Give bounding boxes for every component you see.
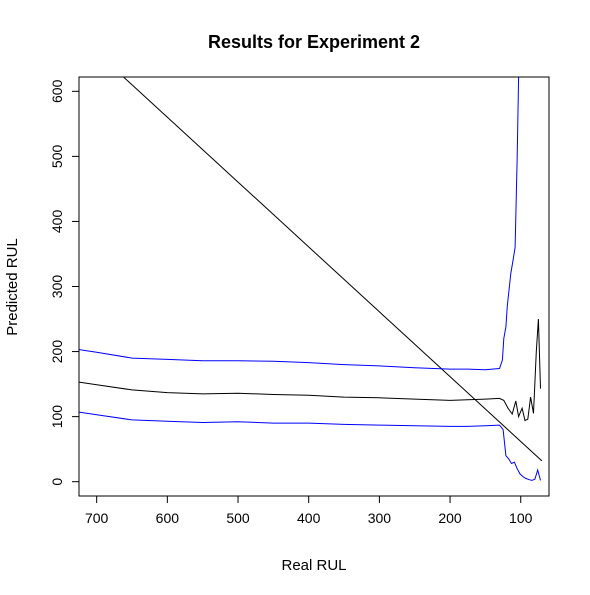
y-tick-label: 500 — [49, 144, 65, 168]
series-line-upper-bound — [79, 77, 520, 371]
y-axis-label: Predicted RUL — [4, 238, 21, 336]
x-tick-label: 200 — [438, 510, 462, 526]
x-axis-label: Real RUL — [281, 557, 346, 574]
series-line-prediction — [79, 318, 541, 422]
y-tick-label: 300 — [49, 275, 65, 299]
x-tick-label: 100 — [509, 510, 533, 526]
x-tick-label: 600 — [156, 510, 180, 526]
y-tick-label: 400 — [49, 210, 65, 234]
x-tick-label: 300 — [368, 510, 392, 526]
y-tick-label: 0 — [49, 478, 65, 486]
x-tick-label: 700 — [85, 510, 109, 526]
x-tick-label: 400 — [297, 510, 321, 526]
y-tick-label: 200 — [49, 340, 65, 364]
y-tick-label: 600 — [49, 79, 65, 103]
series-line-reference — [123, 77, 543, 462]
x-tick-label: 500 — [226, 510, 250, 526]
chart-title: Results for Experiment 2 — [208, 32, 420, 52]
plot-area: 700 600 500 400 300 200 100 0 100 200 300 400 500 600 — [49, 76, 550, 526]
series-group — [79, 77, 543, 481]
y-tick-label: 100 — [49, 405, 65, 429]
series-line-lower-bound — [79, 411, 541, 481]
